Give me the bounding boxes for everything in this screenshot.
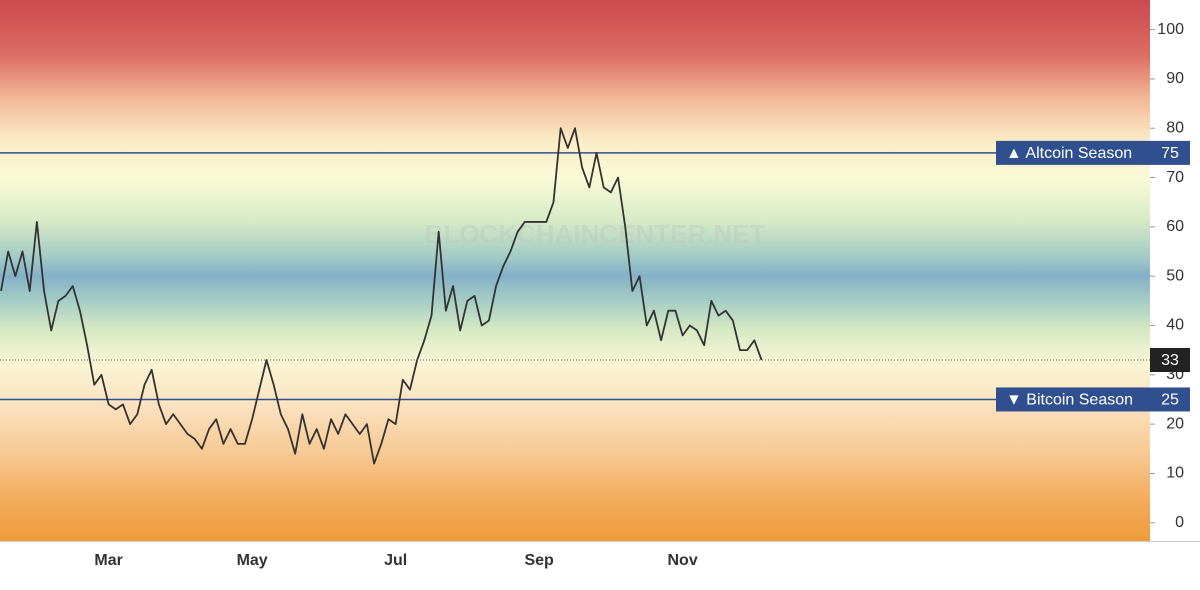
- reference-value: 75: [1161, 145, 1179, 162]
- watermark: BLOCKCHAINCENTER.NET: [425, 219, 766, 249]
- y-tick-label: 40: [1166, 317, 1184, 334]
- y-tick-label: 10: [1166, 465, 1184, 482]
- y-tick-label: 90: [1166, 70, 1184, 87]
- series-line: [0, 127, 763, 465]
- reference-label-box: [996, 140, 1190, 165]
- last-value-box: [1150, 348, 1190, 373]
- y-tick-label: 100: [1157, 21, 1184, 38]
- y-tick-label: 60: [1166, 218, 1184, 235]
- reference-value: 25: [1161, 392, 1179, 409]
- y-tick-label: 70: [1166, 169, 1184, 186]
- x-tick-label: Mar: [94, 552, 122, 569]
- y-tick-label: 20: [1166, 415, 1184, 432]
- x-tick-label: May: [237, 552, 268, 569]
- reference-label-box: [996, 387, 1190, 412]
- x-tick-label: Sep: [524, 552, 554, 569]
- y-tick-label: 0: [1175, 514, 1184, 531]
- reference-label: ▲ Altcoin Season: [1006, 145, 1132, 162]
- plot-background: [0, 0, 1150, 541]
- y-tick-label: 80: [1166, 119, 1184, 136]
- reference-label: ▼ Bitcoin Season: [1006, 392, 1133, 409]
- last-value-label: 33: [1161, 352, 1179, 369]
- y-tick-label: 50: [1166, 267, 1184, 284]
- x-tick-label: Nov: [668, 552, 698, 569]
- x-tick-label: Jul: [384, 552, 407, 569]
